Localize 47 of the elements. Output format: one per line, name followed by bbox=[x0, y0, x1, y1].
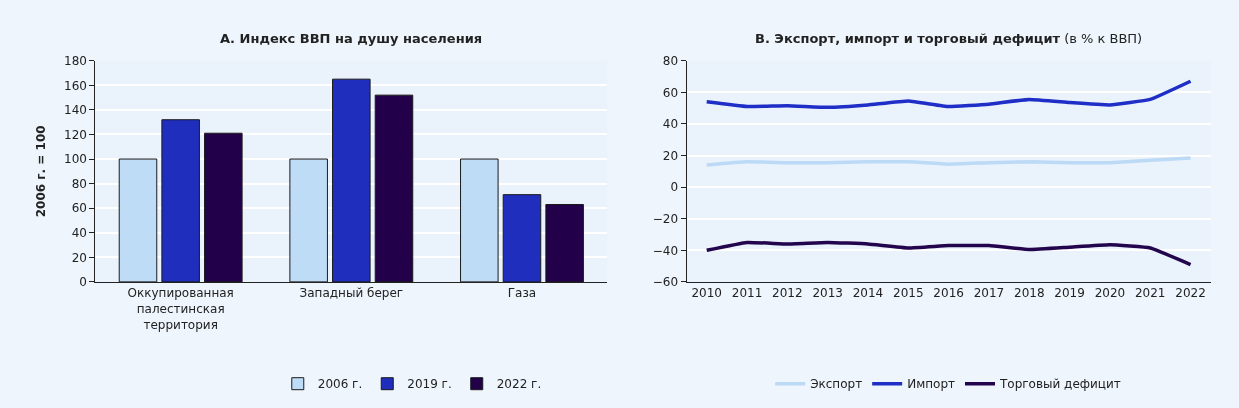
chart-title: B. Экспорт, импорт и торговый дефицит bbox=[755, 31, 1061, 46]
y-tick-label: 100 bbox=[64, 152, 87, 167]
y-tick-label: 60 bbox=[71, 201, 87, 216]
legend-label: 2022 г. bbox=[496, 377, 542, 392]
y-axis-title: 2006 г. = 100 bbox=[34, 125, 49, 218]
y-tick-label: 120 bbox=[64, 127, 87, 142]
x-tick-label: 2014 bbox=[852, 286, 884, 301]
x-tick-label: 2012 bbox=[772, 286, 803, 301]
y-tick-label: −20 bbox=[652, 211, 679, 226]
x-tick-label: 2013 bbox=[812, 286, 843, 301]
x-tick-label: 2010 bbox=[691, 286, 722, 301]
legend-label: Торговый дефицит bbox=[999, 377, 1121, 392]
y-tick-label: −40 bbox=[652, 243, 679, 258]
chart-title: А. Индекс ВВП на душу населения bbox=[220, 31, 483, 46]
x-tick-label: 2021 bbox=[1134, 286, 1166, 301]
y-tick-label: 40 bbox=[662, 117, 679, 132]
chart-subtitle: (в % к ВВП) bbox=[1064, 31, 1143, 46]
y-tick-label: 160 bbox=[64, 78, 87, 93]
line-series bbox=[704, 79, 1193, 110]
y-tick-label: 40 bbox=[71, 225, 87, 240]
legend-label: 2006 г. bbox=[317, 377, 363, 392]
y-tick-label: −60 bbox=[652, 275, 679, 290]
y-tick-label: 140 bbox=[64, 103, 87, 118]
y-tick-label: 60 bbox=[662, 85, 679, 100]
x-tick-label: 2016 bbox=[933, 286, 964, 301]
x-tick-label: 2015 bbox=[893, 286, 924, 301]
x-tick-label: 2020 bbox=[1094, 286, 1126, 301]
x-tick-label: 2022 bbox=[1175, 286, 1206, 301]
x-tick-label: 2018 bbox=[1014, 286, 1045, 301]
line-series bbox=[704, 156, 1193, 167]
y-tick-label: 20 bbox=[71, 250, 87, 265]
x-tick-label: 2011 bbox=[731, 286, 763, 301]
legend-label: Импорт bbox=[907, 377, 955, 392]
legend-label: 2019 г. bbox=[407, 377, 452, 392]
y-tick-label: 80 bbox=[662, 53, 679, 68]
x-tick-label: Оккупированная палестинская территория bbox=[127, 286, 234, 332]
y-tick-label: 20 bbox=[662, 148, 679, 163]
y-tick-label: 80 bbox=[71, 176, 87, 191]
x-tick-label: Западный берег bbox=[299, 286, 404, 301]
x-tick-label: 2017 bbox=[973, 286, 1005, 301]
y-tick-label: 180 bbox=[64, 53, 87, 68]
legend-label: Экспорт bbox=[810, 377, 863, 392]
y-tick-label: 0 bbox=[670, 180, 679, 195]
x-tick-label: Газа bbox=[507, 286, 537, 301]
y-tick-label: 0 bbox=[79, 275, 87, 290]
line-series bbox=[704, 240, 1193, 267]
x-tick-label: 2019 bbox=[1054, 286, 1085, 301]
